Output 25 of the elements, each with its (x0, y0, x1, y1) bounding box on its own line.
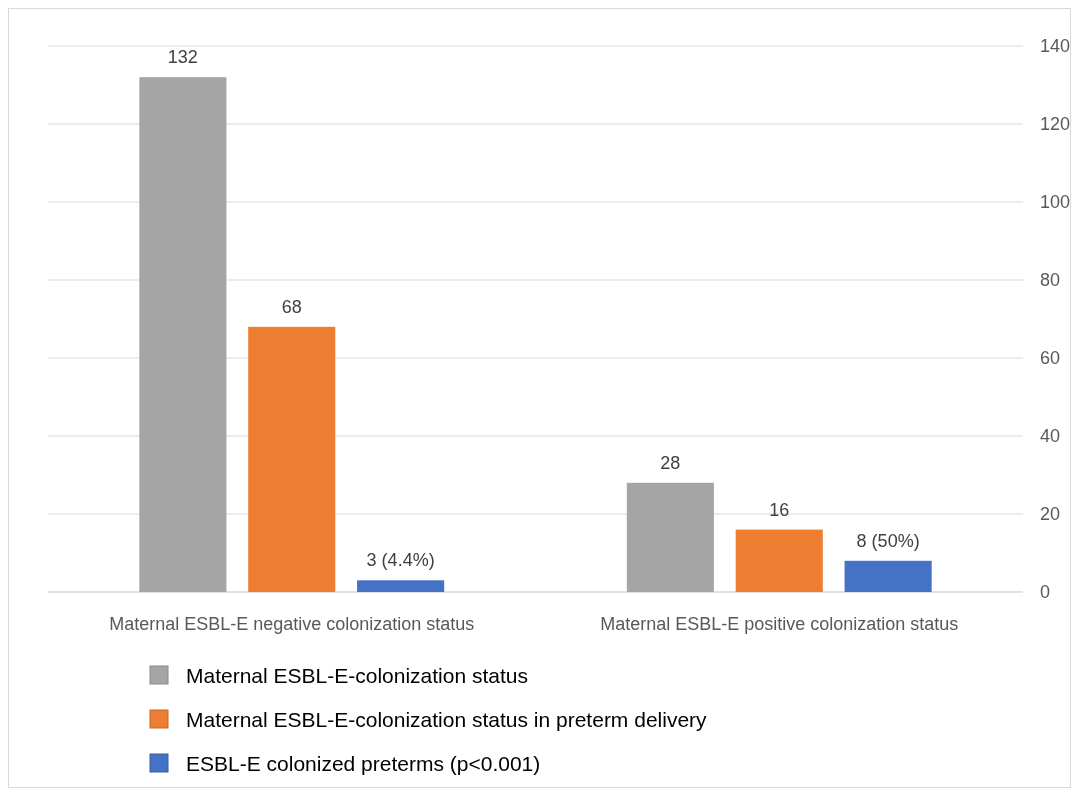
y-tick-label: 80 (1040, 270, 1061, 290)
data-label: 3 (4.4%) (366, 550, 435, 571)
legend-label: Maternal ESBL-E-colonization status (186, 664, 528, 687)
y-tick-label: 60 (1040, 348, 1061, 368)
x-tick-label: Maternal ESBL-E positive colonization status (600, 614, 959, 634)
y-tick-label: 100 (1040, 192, 1071, 212)
bar (139, 77, 227, 592)
bar (626, 482, 714, 592)
legend-label: ESBL-E colonized preterms (p<0.001) (186, 752, 541, 775)
data-label: 28 (660, 452, 681, 473)
x-tick-label: Maternal ESBL-E negative colonization status (109, 614, 475, 634)
y-tick-label: 140 (1040, 36, 1071, 56)
y-tick-label: 40 (1040, 426, 1061, 446)
y-tick-label: 20 (1040, 504, 1061, 524)
bar (357, 580, 445, 592)
bar (844, 560, 932, 592)
bar (248, 326, 336, 592)
data-label: 16 (769, 499, 790, 520)
legend-label: Maternal ESBL-E-colonization status in preterm delivery (186, 708, 708, 731)
data-label: 68 (281, 296, 302, 317)
bar (735, 529, 823, 592)
y-tick-label: 0 (1040, 582, 1051, 602)
data-label: 8 (50%) (856, 530, 920, 551)
data-label: 132 (167, 47, 198, 68)
y-tick-label: 120 (1040, 114, 1071, 134)
